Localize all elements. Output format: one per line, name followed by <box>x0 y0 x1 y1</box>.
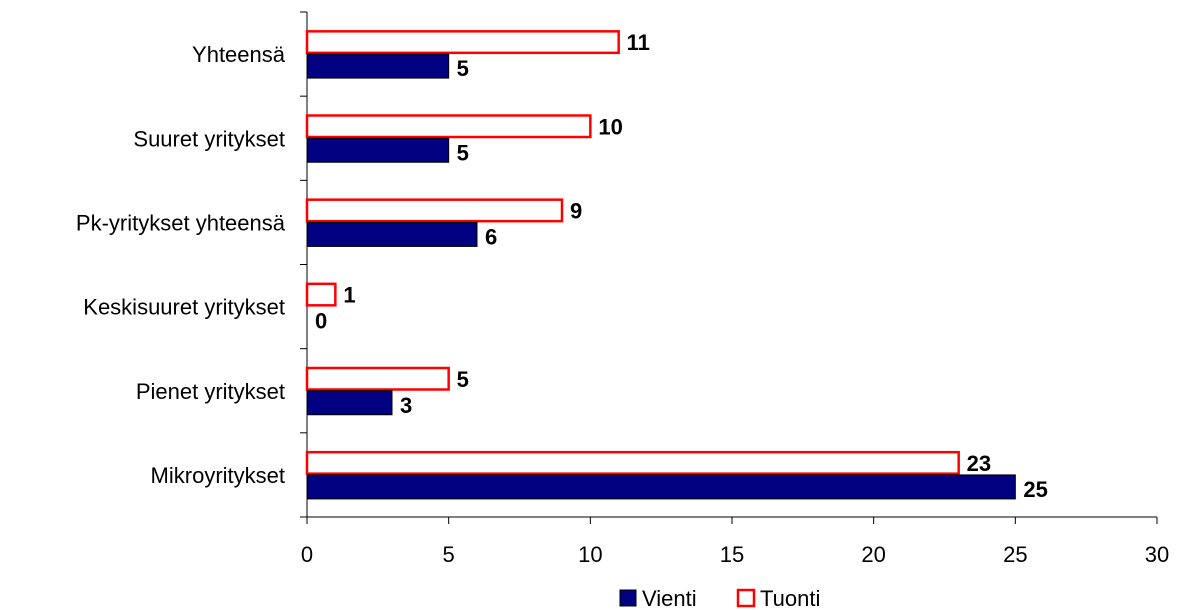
data-label-tuonti: 1 <box>343 283 355 308</box>
data-label-tuonti: 11 <box>627 30 650 55</box>
data-label-vienti: 6 <box>485 224 497 249</box>
legend-swatch-tuonti <box>736 588 756 608</box>
data-label-tuonti: 9 <box>570 198 582 223</box>
bar-tuonti <box>305 198 564 223</box>
legend-label-tuonti: Tuonti <box>760 586 820 610</box>
category-label: Yhteensä <box>192 42 286 67</box>
category-label: Pienet yritykset <box>136 379 285 404</box>
category-label: Pk-yritykset yhteensä <box>76 210 286 235</box>
data-label-tuonti: 5 <box>457 367 469 392</box>
legend-label-vienti: Vienti <box>642 586 697 610</box>
data-label-tuonti: 23 <box>967 451 991 476</box>
x-tick-label: 10 <box>578 542 602 567</box>
bar-tuonti <box>305 30 620 55</box>
bar-vienti <box>306 137 450 163</box>
x-tick-label: 30 <box>1145 542 1169 567</box>
category-label: Keskisuuret yritykset <box>83 295 285 320</box>
data-label-vienti: 3 <box>400 393 412 418</box>
x-tick-label: 5 <box>443 542 455 567</box>
bar-vienti <box>306 474 1016 500</box>
bar-vienti <box>306 221 478 247</box>
data-label-tuonti: 10 <box>598 114 622 139</box>
x-tick-label: 15 <box>720 542 744 567</box>
bar-tuonti <box>305 282 337 307</box>
category-label: Mikroyritykset <box>151 463 285 488</box>
x-tick-label: 25 <box>1003 542 1027 567</box>
bar-vienti <box>306 53 450 79</box>
x-tick-label: 0 <box>301 542 313 567</box>
data-label-vienti: 25 <box>1023 477 1047 502</box>
bar-vienti <box>306 390 393 416</box>
data-label-vienti: 5 <box>457 140 469 165</box>
data-label-vienti: 5 <box>457 56 469 81</box>
bar-tuonti <box>305 450 960 475</box>
legend: Vienti Tuonti <box>619 586 820 610</box>
x-tick-label: 20 <box>861 542 885 567</box>
category-label: Suuret yritykset <box>133 126 285 151</box>
bar-tuonti <box>305 366 450 391</box>
bar-tuonti <box>305 114 592 139</box>
data-label-vienti: 0 <box>315 309 327 334</box>
legend-swatch-vienti <box>619 589 637 607</box>
